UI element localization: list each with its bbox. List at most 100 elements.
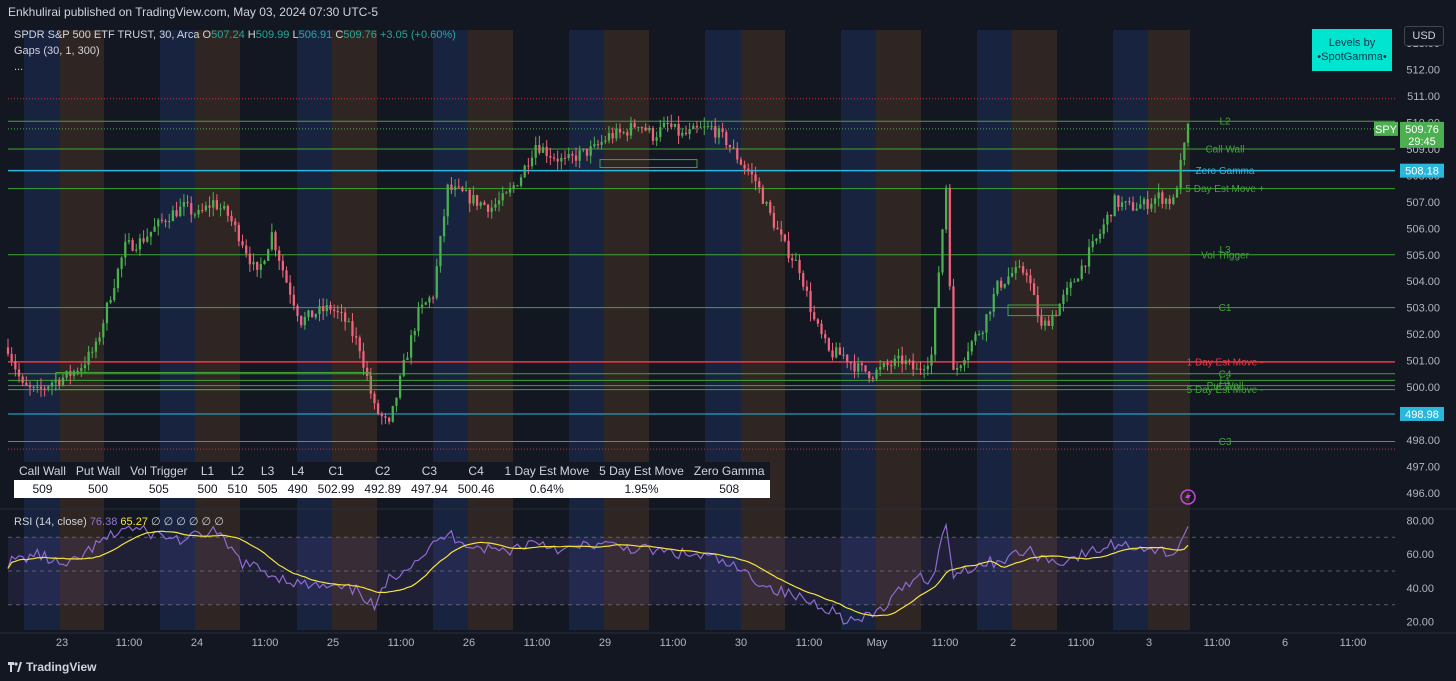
symbol-name[interactable]: SPDR S&P 500 ETF TRUST, 30, Arca <box>14 29 200 41</box>
level-label: C1 <box>1219 303 1232 314</box>
candle-down <box>215 200 219 210</box>
candle-up <box>600 141 603 145</box>
levels-table-value-cell: 500 <box>70 480 126 498</box>
rsi-legend: RSI (14, close) 76.38 65.27 ∅ ∅ ∅ ∅ ∅ ∅ <box>14 515 224 528</box>
candle-up <box>102 323 105 338</box>
candle-up <box>534 145 537 158</box>
candle-up <box>116 268 120 289</box>
rsi-label[interactable]: RSI (14, close) <box>14 516 87 528</box>
levels-table-value-cell: 500.46 <box>452 480 500 498</box>
candle-down <box>351 321 354 337</box>
candle-up <box>985 314 988 333</box>
candle-down <box>644 127 647 131</box>
candle-up <box>794 259 798 261</box>
candle-down <box>142 238 145 242</box>
candle-down <box>780 229 783 235</box>
candle-up <box>171 210 175 222</box>
candle-up <box>1014 267 1017 274</box>
candle-down <box>853 362 856 372</box>
candle-down <box>585 148 589 156</box>
gap-box <box>1007 304 1061 317</box>
candle-down <box>787 240 790 259</box>
candle-down <box>846 354 849 363</box>
candle-down <box>948 187 951 287</box>
indicator-gaps[interactable]: Gaps (30, 1, 300) <box>14 45 100 57</box>
candle-down <box>131 240 134 251</box>
candle-up <box>923 369 926 371</box>
more-indicators[interactable]: ... <box>14 61 24 73</box>
candle-up <box>146 236 149 242</box>
candle-up <box>607 133 611 141</box>
levels-table-value-cell: 508 <box>688 480 770 498</box>
change-value: +3.05 (+0.60%) <box>379 29 456 41</box>
candle-down <box>556 158 559 162</box>
candle-down <box>281 260 284 271</box>
candle-up <box>945 187 948 230</box>
candle-up <box>98 337 101 342</box>
candle-down <box>1032 283 1036 296</box>
candle-down <box>1146 199 1149 209</box>
candle-up <box>157 219 160 227</box>
candle-down <box>666 122 669 124</box>
candle-down <box>344 312 347 322</box>
candle-up <box>578 150 581 161</box>
candle-down <box>871 377 874 379</box>
candle-down <box>798 259 801 274</box>
candle-up <box>512 185 515 189</box>
candle-up <box>523 165 526 178</box>
candle-up <box>65 371 68 378</box>
candle-up <box>413 331 416 336</box>
low-label: L <box>292 29 299 41</box>
levels-table-value-cell: 0.64% <box>499 480 595 498</box>
candle-down <box>340 312 343 314</box>
session-band-afterhours <box>876 30 921 630</box>
candle-up <box>1007 276 1010 284</box>
candle-up <box>706 126 710 128</box>
candle-up <box>681 132 684 136</box>
candle-down <box>336 311 339 313</box>
levels-table-header-cell: L4 <box>282 462 313 480</box>
session-band-premarket <box>569 30 604 630</box>
levels-table-header-cell: Put Wall <box>70 462 126 480</box>
price-axis-tick: 498.00 <box>1406 435 1440 447</box>
candle-up <box>659 127 662 138</box>
candle-down <box>1047 320 1050 326</box>
candle-up <box>1051 314 1054 326</box>
candle-up <box>615 128 618 139</box>
candle-up <box>541 147 545 153</box>
candle-down <box>776 227 779 230</box>
candle-up <box>1087 247 1091 267</box>
candle-down <box>237 224 241 242</box>
bar-countdown: 29:45 <box>1408 136 1436 148</box>
candle-up <box>303 316 306 326</box>
candle-up <box>915 368 918 370</box>
price-axis-tick: 505.00 <box>1406 250 1440 262</box>
candle-up <box>662 122 666 128</box>
candle-up <box>629 122 633 136</box>
gap-box <box>55 371 371 391</box>
alert-lightning-icon[interactable] <box>1180 489 1196 505</box>
session-band-premarket <box>433 30 468 630</box>
currency-button[interactable]: USD <box>1404 26 1444 46</box>
candle-down <box>329 305 332 310</box>
candle-up <box>1124 201 1127 203</box>
candle-up <box>589 146 592 156</box>
price-axis-tick: 504.00 <box>1406 276 1440 288</box>
candle-up <box>1164 198 1168 204</box>
candle-down <box>754 174 757 182</box>
levels-table-header-cell: C3 <box>406 462 453 480</box>
candle-down <box>226 205 230 216</box>
candle-down <box>596 144 600 146</box>
candle-down <box>365 367 369 376</box>
time-axis-tick: 11:00 <box>388 637 415 649</box>
time-axis-tick: 11:00 <box>1340 637 1367 649</box>
levels-table-header-cell: C2 <box>359 462 407 480</box>
candle-down <box>387 417 391 422</box>
candle-down <box>245 245 248 254</box>
candle-down <box>373 393 376 404</box>
candle-up <box>710 126 713 128</box>
close-value: 509.76 <box>343 29 377 41</box>
time-axis-tick: 23 <box>56 637 68 649</box>
candle-up <box>105 302 109 324</box>
